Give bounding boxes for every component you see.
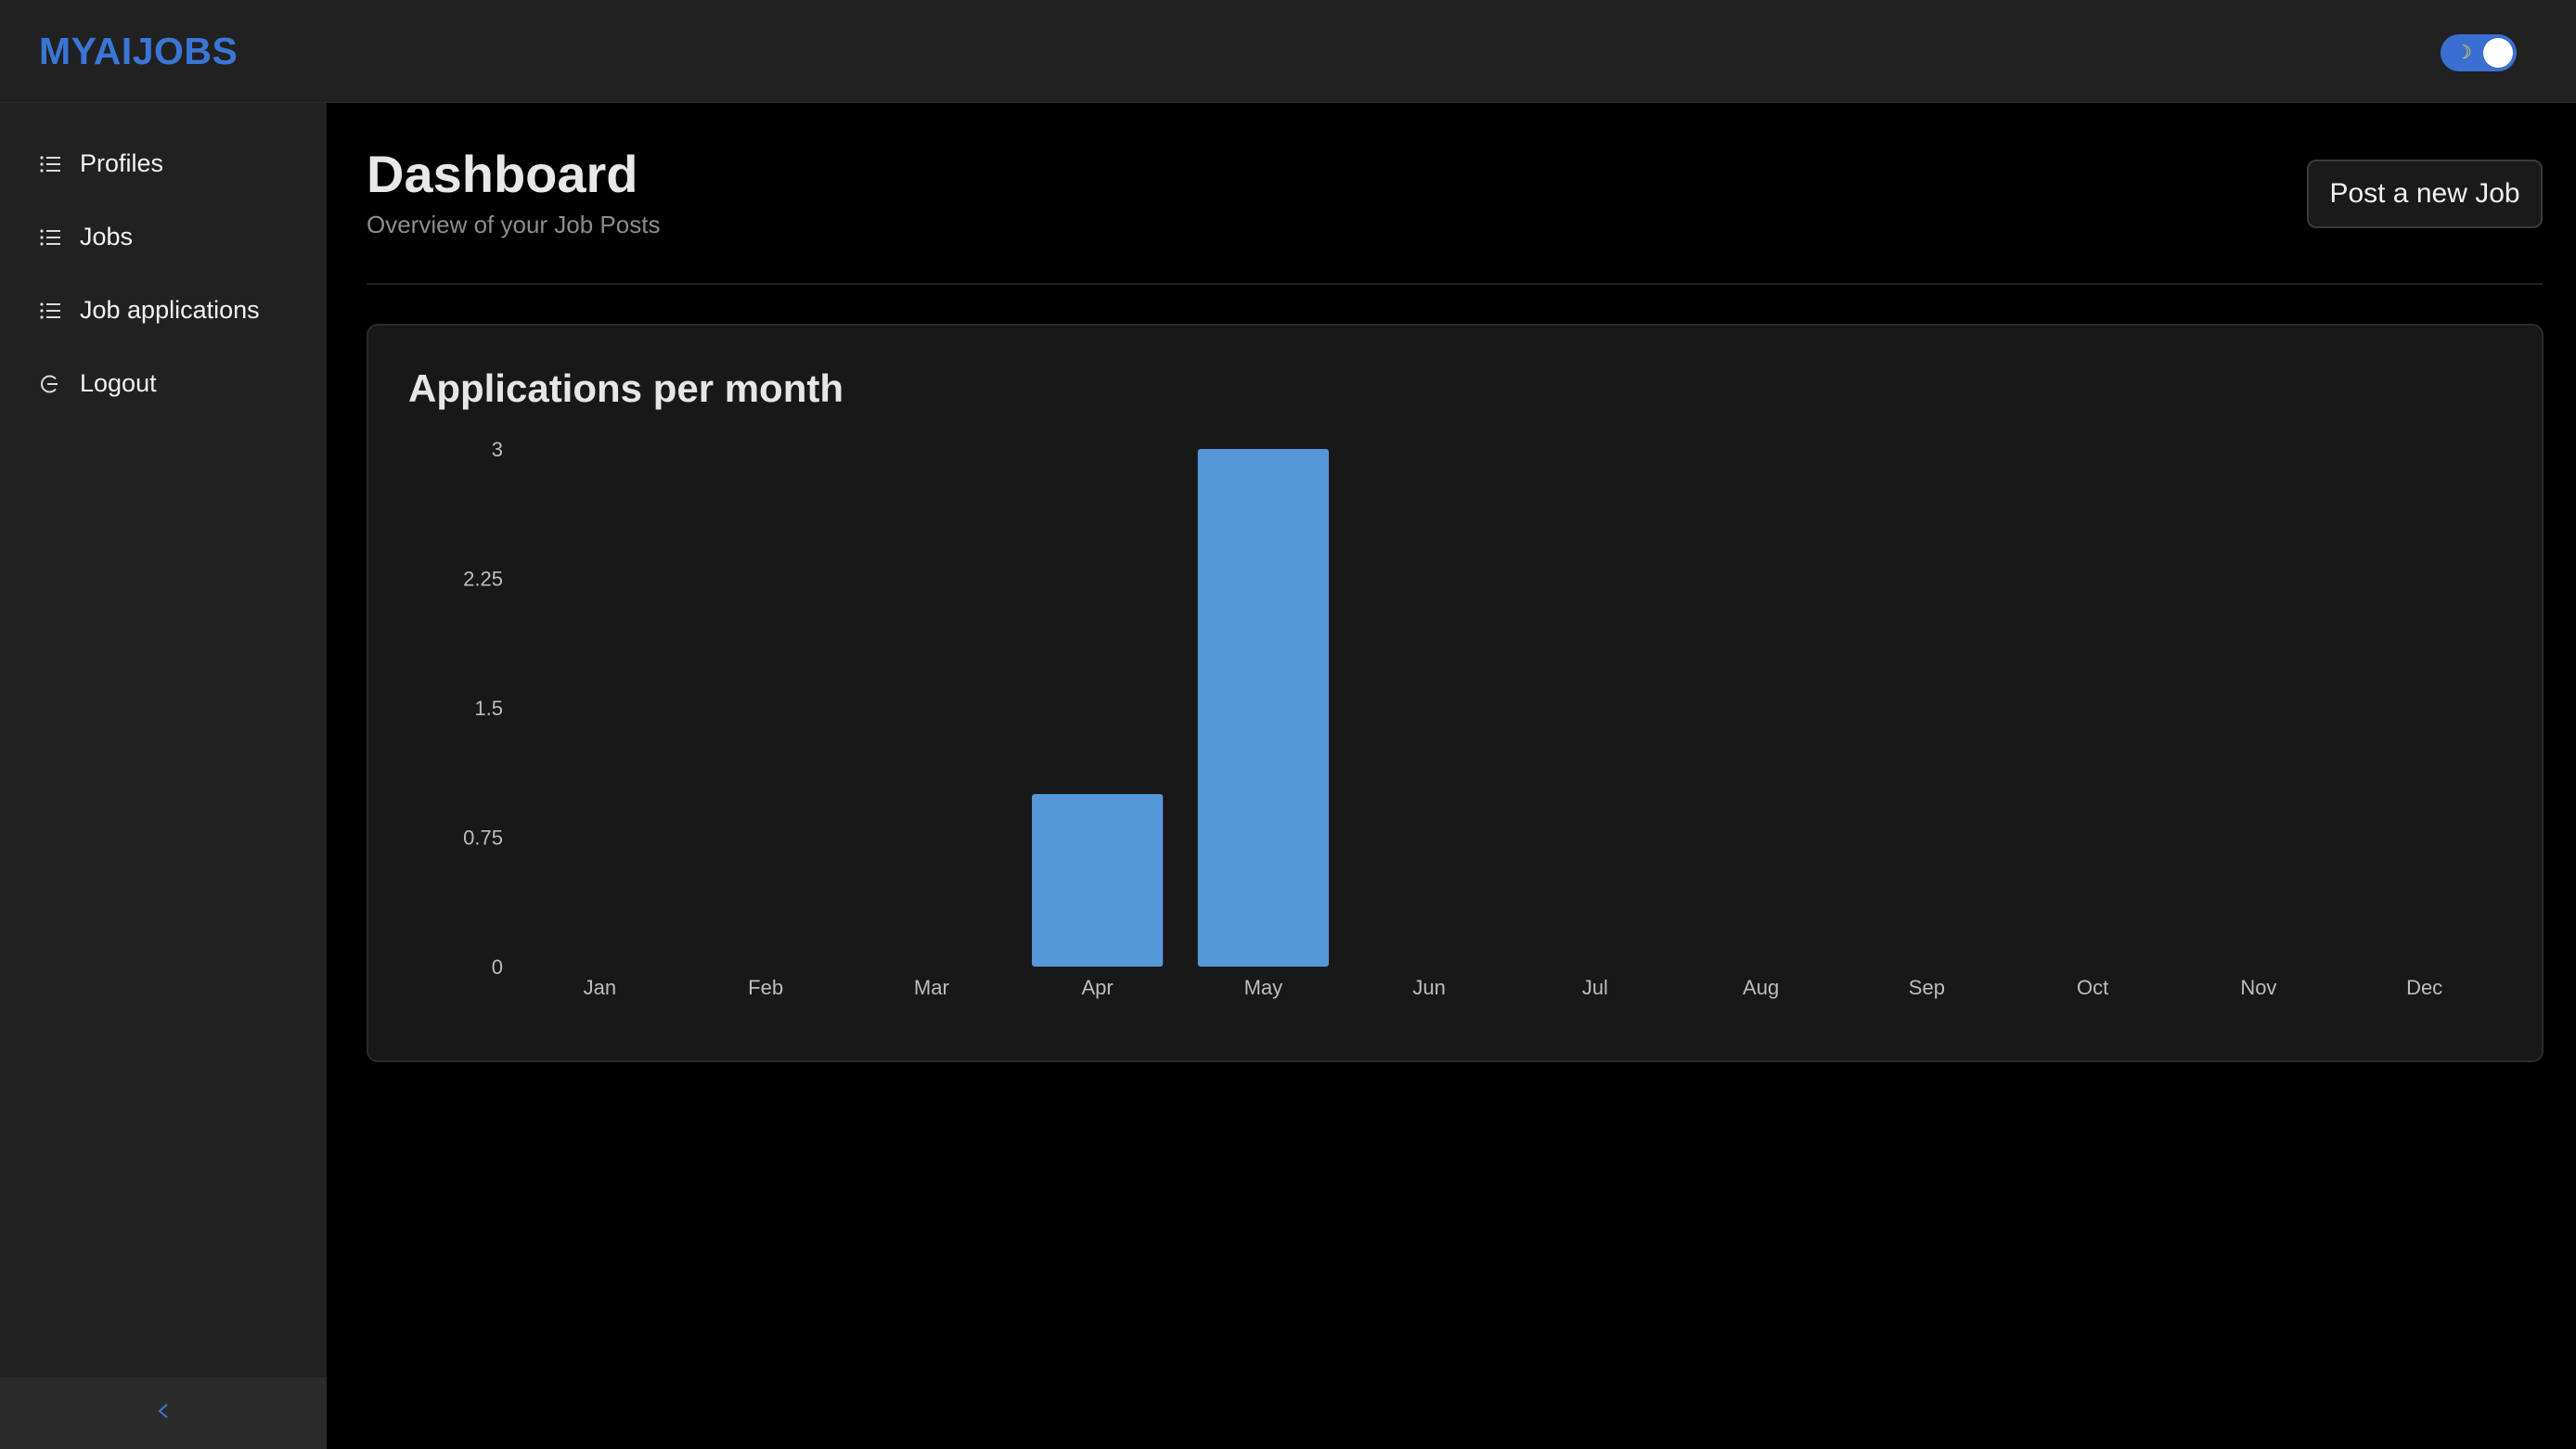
x-tick-label: Sep — [1909, 976, 1945, 999]
page-subtitle: Overview of your Job Posts — [367, 211, 661, 238]
x-tick-label: Jun — [1412, 976, 1445, 999]
x-tick-label: Jul — [1582, 976, 1608, 999]
bar-apr[interactable] — [1032, 794, 1164, 967]
post-new-job-button[interactable]: Post a new Job — [2307, 160, 2543, 228]
sidebar-item-profiles[interactable]: Profiles — [0, 127, 327, 200]
sidebar-collapse-button[interactable] — [0, 1378, 327, 1449]
divider — [367, 283, 2543, 285]
sidebar-item-jobs[interactable]: Jobs — [0, 200, 327, 274]
sidebar-item-label: Profiles — [80, 149, 164, 177]
main-content: Dashboard Overview of your Job Posts Pos… — [327, 103, 2576, 1449]
sidebar-item-logout[interactable]: Logout — [0, 347, 327, 420]
list-icon — [39, 153, 61, 175]
logout-icon — [39, 373, 61, 395]
x-tick-label: Dec — [2406, 976, 2442, 999]
moon-icon: ☽ — [2455, 43, 2472, 63]
toggle-knob — [2483, 38, 2513, 68]
x-tick-label: Oct — [2077, 976, 2108, 999]
x-tick-label: Mar — [914, 976, 949, 999]
list-icon — [39, 226, 61, 249]
x-tick-label: Feb — [748, 976, 783, 999]
y-tick-label: 0 — [492, 955, 503, 979]
sidebar-item-label: Logout — [80, 369, 157, 397]
page-title: Dashboard — [367, 145, 638, 203]
sidebar: Profiles Jobs Job applications — [0, 103, 327, 1449]
y-tick-label: 3 — [492, 438, 503, 461]
applications-bar-chart: 0 0.75 1.5 2.25 3 Jan Feb Mar Apr May Jun Jul Aug Sep… — [463, 438, 2442, 999]
sidebar-item-label: Jobs — [80, 223, 134, 250]
top-bar: MYAIJOBS ☽ — [0, 0, 2576, 103]
list-icon — [39, 300, 61, 322]
x-tick-label: May — [1244, 976, 1283, 999]
y-tick-label: 0.75 — [463, 827, 503, 850]
bar-may[interactable] — [1197, 449, 1329, 967]
sidebar-nav: Profiles Jobs Job applications — [0, 103, 327, 420]
x-tick-label: Nov — [2240, 976, 2276, 999]
chart-card: Applications per month 0 0.75 1.5 2.25 3 Jan F… — [367, 324, 2544, 1062]
chevron-left-icon — [154, 1400, 173, 1427]
sidebar-item-job-applications[interactable]: Job applications — [0, 274, 327, 347]
x-tick-label: Jan — [584, 976, 616, 999]
theme-toggle[interactable]: ☽ — [2441, 34, 2517, 71]
brand-logo[interactable]: MYAIJOBS — [39, 29, 238, 72]
y-tick-label: 1.5 — [474, 697, 503, 720]
sidebar-item-label: Job applications — [80, 296, 260, 324]
x-tick-label: Aug — [1743, 976, 1779, 999]
y-tick-label: 2.25 — [463, 568, 503, 591]
x-tick-label: Apr — [1082, 976, 1114, 999]
chart-title: Applications per month — [408, 366, 844, 410]
